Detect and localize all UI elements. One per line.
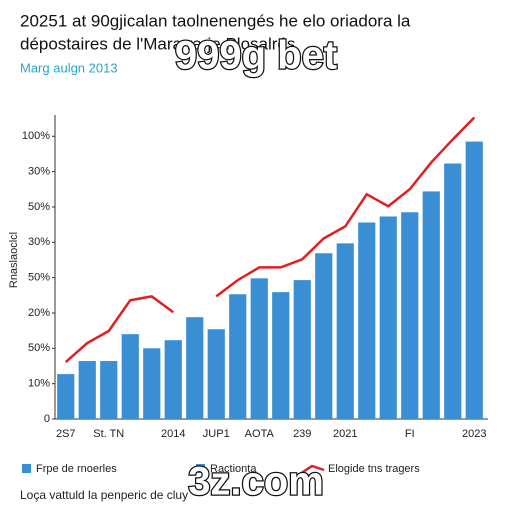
x-tick-label: JUP1	[203, 428, 230, 440]
x-tick-label: St. TN	[93, 428, 124, 440]
x-tick-label: 239	[293, 428, 311, 440]
bar	[186, 317, 204, 419]
bar	[164, 340, 182, 419]
bar	[336, 243, 354, 419]
x-tick-label: 2S7	[56, 428, 76, 440]
bar	[444, 163, 462, 419]
bar	[422, 191, 440, 419]
bar	[358, 222, 376, 419]
bar	[57, 374, 75, 419]
y-tick-label: 50%	[28, 342, 50, 354]
footer: Loça vattuld la penperic de cluy	[20, 488, 188, 502]
chart-title: 20251 at 90gjicalan taolnenengés he elo …	[20, 11, 411, 30]
subtitle: Marg aulgn 2013	[20, 60, 118, 75]
bar	[229, 294, 247, 419]
bar	[78, 361, 96, 419]
x-tick-label: 2021	[333, 428, 357, 440]
chart-title: dépostaires de l'Mara rarje Plosalrés	[20, 34, 295, 53]
y-tick-label: 20%	[28, 307, 50, 319]
bar	[315, 253, 333, 419]
y-tick-label: 30%	[28, 236, 50, 248]
bar	[293, 280, 311, 419]
legend-swatch	[22, 464, 31, 473]
bar	[207, 329, 225, 419]
legend-swatch	[196, 464, 205, 473]
y-tick-label: 10%	[28, 378, 50, 390]
y-tick-label: 50%	[28, 272, 50, 284]
watermark: 3z.com	[188, 460, 324, 504]
x-tick-label: FI	[405, 428, 415, 440]
legend-label: Ractionta	[210, 463, 257, 475]
bar	[465, 141, 483, 420]
legend-label: Frpe de rnoerles	[36, 463, 117, 475]
bar	[401, 212, 419, 419]
line	[64, 116, 476, 364]
x-tick-label: AOTA	[245, 428, 275, 440]
y-tick-label: 30%	[28, 166, 50, 178]
bar	[121, 334, 139, 419]
bar	[250, 278, 268, 419]
y-tick-label: 100%	[22, 130, 50, 142]
legend-swatch	[299, 464, 325, 476]
y-tick-label: 50%	[28, 201, 50, 213]
y-axis-label: Rnaslaoclcl	[8, 232, 20, 288]
bar	[100, 361, 118, 419]
legend-label: Elogide tns tragers	[328, 463, 420, 475]
x-tick-label: 2023	[462, 428, 486, 440]
y-tick-label: 0	[44, 413, 50, 425]
watermark: 999g bet	[175, 34, 337, 78]
bar	[143, 348, 161, 419]
bar	[379, 216, 397, 419]
x-tick-label: 2014	[161, 428, 185, 440]
bar	[272, 292, 290, 419]
